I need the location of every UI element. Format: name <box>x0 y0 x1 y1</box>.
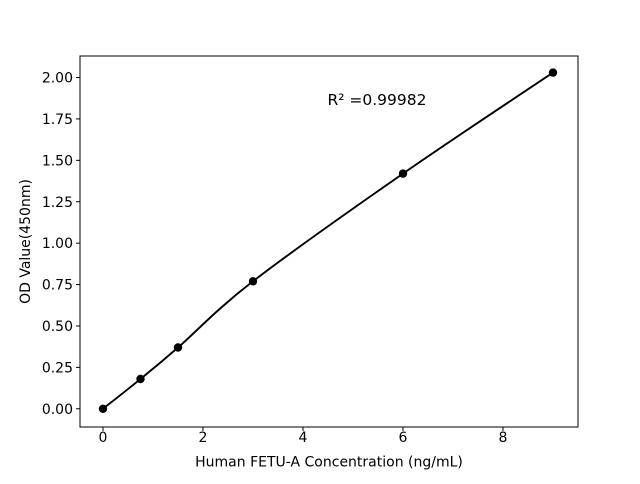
y-axis-label: OD Value(450nm) <box>18 179 34 304</box>
x-tick-label: 8 <box>499 430 508 446</box>
y-tick-label: 1.50 <box>42 153 73 169</box>
x-tick-label: 4 <box>299 430 308 446</box>
y-tick-label: 1.00 <box>42 236 73 252</box>
y-tick-label: 0.75 <box>42 278 73 294</box>
x-axis-label: Human FETU-A Concentration (ng/mL) <box>195 455 463 471</box>
x-tick-label: 0 <box>99 430 108 446</box>
y-tick-label: 0.00 <box>42 402 73 418</box>
data-point-marker <box>173 343 183 352</box>
data-series <box>98 68 558 413</box>
y-tick-label: 0.25 <box>42 360 73 376</box>
x-tick-label: 2 <box>199 430 208 446</box>
plot-border <box>79 55 579 428</box>
axis-ticks: 0 2 4 6 8 0.00 0.25 0.50 0.75 1.00 1.25 1.50 1.75 2.0… <box>42 71 508 446</box>
y-tick-label: 0.50 <box>42 319 73 335</box>
y-tick-label: 1.25 <box>42 195 73 211</box>
x-tick-label: 6 <box>399 430 408 446</box>
data-point-marker <box>136 374 145 384</box>
y-tick-label: 2.00 <box>42 71 73 87</box>
data-point-marker <box>248 277 258 286</box>
fit-curve <box>102 71 554 410</box>
y-tick-label: 1.75 <box>42 112 73 128</box>
data-point-marker <box>98 404 108 413</box>
data-point-marker <box>548 68 558 77</box>
r-squared-annotation: R² =0.99982 <box>328 91 427 109</box>
data-point-marker <box>398 169 408 178</box>
